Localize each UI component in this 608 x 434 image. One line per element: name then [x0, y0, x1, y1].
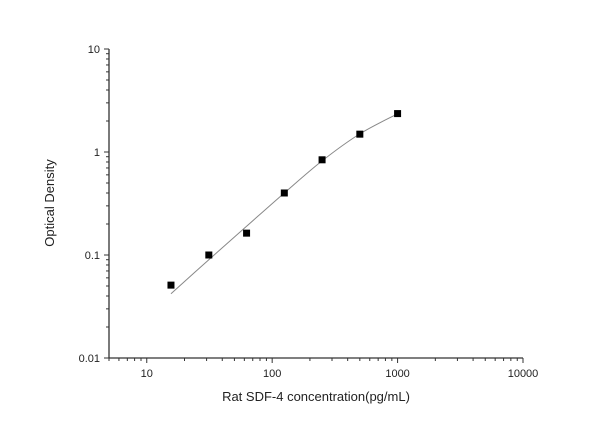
x-tick-labels: 10 100 1000 10000 [141, 368, 539, 380]
y-axis-label: Optical Density [42, 159, 57, 247]
y-tick-label: 10 [88, 44, 100, 56]
data-point [280, 189, 288, 197]
data-point [167, 281, 175, 289]
axes [104, 48, 524, 363]
x-tick-label: 100 [263, 368, 281, 380]
y-tick-label: 0.01 [79, 353, 100, 365]
x-tick-label: 1000 [385, 368, 409, 380]
x-axis-label: Rat SDF-4 concentration(pg/mL) [222, 389, 410, 404]
data-points [167, 110, 402, 289]
fit-curve [170, 113, 398, 295]
x-tick-label: 10000 [508, 368, 539, 380]
data-point [318, 156, 326, 164]
data-point [356, 130, 364, 138]
y-tick-label: 1 [94, 147, 100, 159]
x-tick-label: 10 [141, 368, 153, 380]
data-point [243, 229, 251, 237]
y-tick-labels: 0.01 0.1 1 10 [79, 44, 100, 365]
y-tick-label: 0.1 [85, 250, 100, 262]
data-point [205, 251, 213, 259]
data-point [394, 110, 402, 118]
